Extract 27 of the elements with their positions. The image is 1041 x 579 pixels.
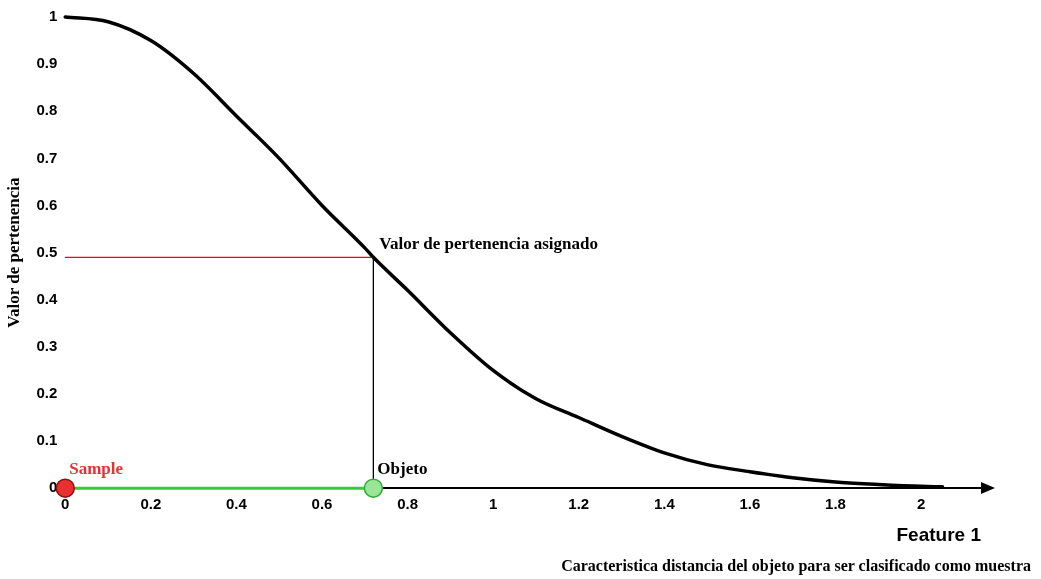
x-tick-label: 0.4 (225, 495, 248, 513)
x-tick-label: 1.2 (568, 495, 590, 513)
series-label: Sample (69, 459, 124, 479)
x-tick-label: 1.8 (825, 495, 846, 513)
y-tick-label: 1 (48, 7, 58, 25)
x-tick-label: 1.6 (739, 495, 761, 513)
y-tick-label: 0.8 (36, 101, 58, 119)
y-tick-label: 0.5 (36, 242, 58, 260)
series-label: Objeto (377, 459, 428, 479)
x-tick-label: 0 (61, 495, 70, 513)
x-tick-label: 1.4 (653, 495, 676, 513)
y-tick-label: 0.4 (36, 289, 58, 307)
annotation: Valor de pertenencia asignado (379, 234, 599, 254)
y-tick-label: 0.9 (36, 54, 58, 72)
x-tick-label: 0.6 (311, 495, 333, 513)
y-tick-label: 0.6 (36, 195, 58, 213)
x-tick-label: 1 (489, 495, 498, 513)
x-tick-label: 0.8 (397, 495, 419, 513)
x-tick-label: 2 (916, 495, 926, 513)
x-axis-title: Feature 1 (896, 523, 982, 545)
y-tick-label: 0.1 (36, 431, 58, 449)
y-axis-title: Valor de pertenencia (3, 177, 23, 328)
y-tick-label: 0.7 (36, 148, 58, 166)
text: Caracteristica distancia del objeto para ser clasificado como muestra (561, 557, 1031, 576)
y-tick-label: 0.2 (36, 384, 58, 402)
y-tick-label: 0.3 (36, 336, 58, 354)
x-tick-label: 0.2 (140, 495, 162, 513)
